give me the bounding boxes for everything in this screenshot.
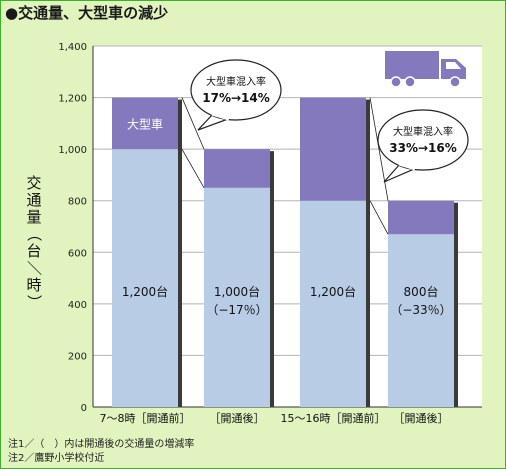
y-axis-title-char: 時 (26, 276, 41, 294)
x-tick-label: 15〜16時［開通前］ (281, 411, 386, 425)
callout-line2: 17%→14% (202, 91, 270, 105)
bar-value-label: 800台 (404, 284, 439, 299)
callout-tail-cover (211, 112, 230, 121)
callout-bubble (377, 109, 469, 171)
callout-line1: 大型車混入率 (393, 125, 453, 138)
bar-value-label: 1,200台 (122, 284, 168, 299)
connector-line (181, 97, 205, 150)
bar-segment-other (388, 234, 454, 407)
note-2: 注2／鷹野小学校付近 (8, 453, 105, 464)
bar-segment-other (112, 149, 178, 407)
y-tick-label: 800 (68, 197, 87, 208)
y-axis-title-char: 量 (26, 208, 41, 226)
callout-bubble (190, 59, 282, 121)
connector-line (369, 97, 389, 201)
bar-segment-other (300, 200, 366, 407)
bar-segment-large-vehicle (112, 97, 178, 150)
y-tick-label: 1,400 (58, 42, 87, 53)
y-axis-title-char: 通 (26, 191, 41, 209)
chart-title: ●交通量、大型車の減少 (5, 4, 169, 22)
bar-value-label: 1,200台 (310, 284, 356, 299)
x-tick-label: ［開通後］ (210, 411, 265, 425)
y-axis-title-char: ） (25, 294, 43, 309)
y-tick-label: 1,200 (58, 94, 87, 105)
bar-segment-large-vehicle (300, 97, 366, 201)
y-tick-label: 0 (81, 403, 87, 414)
bar-shadow (454, 202, 458, 407)
callout-line2: 33%→16% (389, 141, 457, 155)
bar-segment-large-vehicle (388, 200, 454, 235)
bar-segment-other (204, 187, 270, 407)
bar-shadow (178, 99, 182, 408)
truck-icon (385, 51, 439, 79)
bar-value-label: （−33％） (390, 303, 451, 317)
x-tick-label: 7〜8時［開通前］ (100, 411, 191, 425)
bar-shadow (366, 99, 370, 408)
y-axis-title-char: 交 (26, 174, 41, 192)
y-tick-label: 600 (68, 248, 87, 259)
truck-wheel (404, 76, 416, 88)
x-tick-label: ［開通後］ (394, 411, 449, 425)
truck-window (446, 62, 461, 69)
y-axis-title-char: 台 (26, 242, 41, 260)
bar-segment-large-vehicle (204, 149, 270, 188)
note-1: 注1／（ ）内は開通後の交通量の増減率 (8, 439, 195, 450)
series-label-large-vehicle: 大型車 (127, 117, 163, 131)
y-tick-label: 1,000 (58, 145, 87, 156)
truck-wheel (449, 76, 461, 88)
y-axis-title-char: ／ (25, 260, 43, 275)
bar-value-label: （−17％） (206, 303, 267, 317)
connector-line (181, 148, 205, 189)
y-tick-label: 400 (68, 300, 87, 311)
callout-tail-cover (398, 162, 416, 171)
connector-line (369, 200, 389, 235)
bar-shadow (270, 151, 274, 407)
callout-line1: 大型車混入率 (206, 75, 266, 88)
bar-value-label: 1,000台 (214, 284, 260, 299)
y-tick-label: 200 (68, 351, 87, 362)
truck-wheel (390, 76, 402, 88)
y-axis-title-char: （ (25, 226, 43, 241)
